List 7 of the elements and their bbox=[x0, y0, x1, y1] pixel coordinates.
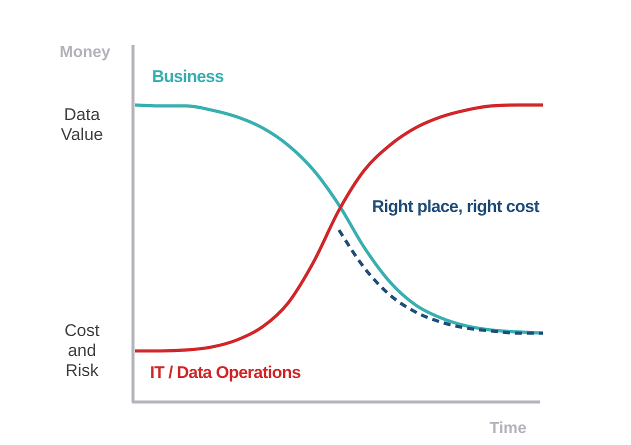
y-axis-title: Money bbox=[60, 44, 110, 61]
x-axis-title: Time bbox=[489, 420, 527, 437]
text: Right place, right cost bbox=[372, 197, 540, 216]
series-label: IT / Data Operations bbox=[150, 362, 301, 382]
series-label: Business bbox=[152, 67, 224, 86]
text: Data Value bbox=[60, 105, 104, 144]
text: Cost and Risk bbox=[64, 321, 100, 380]
